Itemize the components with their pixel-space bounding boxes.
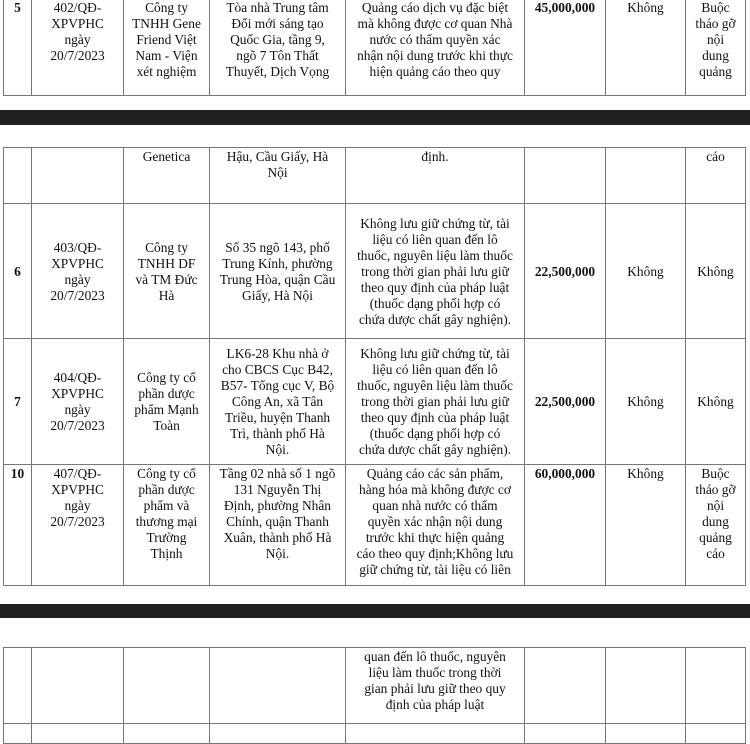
cell-remedy: Buộc tháo gỡ nội dung quảng cáo <box>685 464 746 586</box>
table-row <box>3 723 746 744</box>
table-page-3: quan đến lô thuốc, nguyên liệu làm thuốc… <box>3 647 746 744</box>
cell-extra: Không <box>605 0 686 96</box>
cell-org: Công ty TNHH DF và TM Đức Hà <box>123 203 210 339</box>
cell-violation: Quảng cáo dịch vụ đặc biệt mà không được… <box>345 0 525 96</box>
cell-no <box>3 723 32 744</box>
cell-remedy <box>685 647 746 724</box>
cell-decision <box>31 647 124 724</box>
cell-extra <box>605 147 686 204</box>
cell-violation: Không lưu giữ chứng từ, tài liệu có liên… <box>345 203 525 339</box>
cell-remedy: Không <box>685 203 746 339</box>
cell-fine: 60,000,000 <box>524 464 606 586</box>
cell-address: Hậu, Cầu Giấy, Hà Nội <box>209 147 346 204</box>
cell-fine <box>524 147 606 204</box>
cell-decision <box>31 723 124 744</box>
cell-fine <box>524 723 606 744</box>
table-row: 6 403/QĐ- XPVPHC ngày 20/7/2023 Công ty TN… <box>3 203 746 339</box>
cell-address <box>209 647 346 724</box>
cell-violation: quan đến lô thuốc, nguyên liệu làm thuốc… <box>345 647 525 724</box>
cell-remedy <box>685 723 746 744</box>
cell-no <box>3 647 32 724</box>
cell-no: 6 <box>3 203 32 339</box>
cell-address: Tòa nhà Trung tâm Đổi mới sáng tạo Quốc … <box>209 0 346 96</box>
cell-extra: Không <box>605 203 686 339</box>
cell-address <box>209 723 346 744</box>
cell-remedy: Không <box>685 338 746 465</box>
page-break-bar <box>0 110 750 125</box>
cell-address: LK6-28 Khu nhà ở cho CBCS Cục B42, B57- … <box>209 338 346 465</box>
cell-fine <box>524 647 606 724</box>
cell-decision: 404/QĐ- XPVPHC ngày 20/7/2023 <box>31 338 124 465</box>
cell-address: Số 35 ngõ 143, phố Trung Kính, phường Tr… <box>209 203 346 339</box>
table-row: quan đến lô thuốc, nguyên liệu làm thuốc… <box>3 647 746 724</box>
cell-extra: Không <box>605 338 686 465</box>
cell-fine: 45,000,000 <box>524 0 606 96</box>
cell-decision: 403/QĐ- XPVPHC ngày 20/7/2023 <box>31 203 124 339</box>
cell-fine: 22,500,000 <box>524 203 606 339</box>
cell-org <box>123 723 210 744</box>
cell-remedy: Buộc tháo gỡ nội dung quảng <box>685 0 746 96</box>
cell-org: Genetica <box>123 147 210 204</box>
cell-decision: 407/QĐ- XPVPHC ngày 20/7/2023 <box>31 464 124 586</box>
cell-no: 10 <box>3 464 32 586</box>
cell-no: 5 <box>3 0 32 96</box>
cell-address: Tầng 02 nhà số 1 ngõ 131 Nguyễn Thị Định… <box>209 464 346 586</box>
cell-org: Công ty cổ phần dược phẩm và thương mại … <box>123 464 210 586</box>
cell-violation: định. <box>345 147 525 204</box>
cell-org <box>123 647 210 724</box>
page-break-bar <box>0 604 750 618</box>
table-row: 5 402/QĐ- XPVPHC ngày 20/7/2023 Công ty TN… <box>3 0 746 96</box>
violations-table-part-3: quan đến lô thuốc, nguyên liệu làm thuốc… <box>3 647 746 744</box>
cell-extra <box>605 647 686 724</box>
table-row: Genetica Hậu, Cầu Giấy, Hà Nội định. cáo <box>3 147 746 204</box>
cell-fine: 22,500,000 <box>524 338 606 465</box>
table-page-2: Genetica Hậu, Cầu Giấy, Hà Nội định. cáo 6 40… <box>3 147 746 586</box>
cell-violation: Quảng cáo các sản phẩm, hàng hóa mà khôn… <box>345 464 525 586</box>
cell-decision <box>31 147 124 204</box>
cell-extra <box>605 723 686 744</box>
cell-violation <box>345 723 525 744</box>
cell-no: 7 <box>3 338 32 465</box>
cell-org: Công ty TNHH Gene Friend Việt Nam - Viện… <box>123 0 210 96</box>
table-page-1: 5 402/QĐ- XPVPHC ngày 20/7/2023 Công ty TN… <box>3 0 746 96</box>
violations-table-part-2: Genetica Hậu, Cầu Giấy, Hà Nội định. cáo 6 40… <box>3 147 746 586</box>
cell-org: Công ty cổ phần dược phẩm Mạnh Toàn <box>123 338 210 465</box>
cell-no <box>3 147 32 204</box>
cell-extra: Không <box>605 464 686 586</box>
cell-remedy: cáo <box>685 147 746 204</box>
cell-decision: 402/QĐ- XPVPHC ngày 20/7/2023 <box>31 0 124 96</box>
violations-table-part-1: 5 402/QĐ- XPVPHC ngày 20/7/2023 Công ty TN… <box>3 0 746 96</box>
cell-violation: Không lưu giữ chứng từ, tài liệu có liên… <box>345 338 525 465</box>
table-row: 7 404/QĐ- XPVPHC ngày 20/7/2023 Công ty cổ… <box>3 338 746 465</box>
table-row: 10 407/QĐ- XPVPHC ngày 20/7/2023 Công ty c… <box>3 464 746 586</box>
